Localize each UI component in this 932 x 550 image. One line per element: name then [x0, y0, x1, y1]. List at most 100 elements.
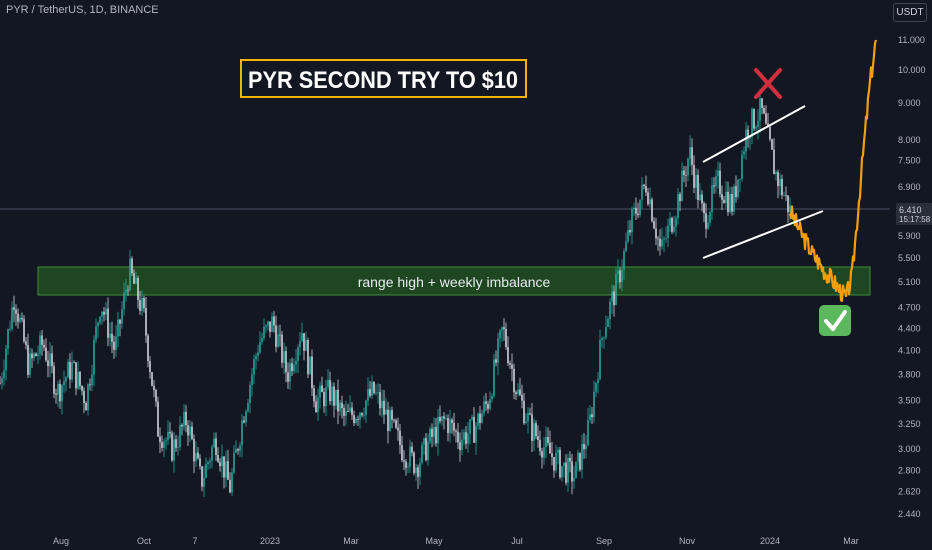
candle-body [739, 179, 741, 180]
candle-body [377, 392, 379, 393]
candle-body [23, 319, 25, 342]
candle-body [309, 356, 311, 375]
candle-body [19, 317, 21, 322]
candle-body [667, 225, 669, 238]
candle-body [331, 386, 333, 402]
x-tick-label: Mar [843, 536, 859, 546]
candle-body [263, 326, 265, 338]
candle-body [787, 195, 789, 213]
candle-body [715, 176, 717, 187]
candle-body [77, 371, 79, 389]
candle-body [391, 410, 393, 420]
candle-body [379, 392, 381, 409]
candle-body [119, 319, 121, 324]
candle-body [47, 360, 49, 367]
candle-body [349, 407, 351, 412]
candle-body [343, 408, 345, 416]
candle-body [719, 170, 721, 195]
candle-body [493, 359, 495, 396]
candle-body [93, 339, 95, 375]
candle-body [295, 360, 297, 365]
candle-body [229, 479, 231, 493]
candle-body [553, 457, 555, 471]
candle-body [215, 438, 217, 456]
candle-body [239, 445, 241, 451]
candle-body [109, 333, 111, 338]
candle-body [413, 452, 415, 474]
candle-body [371, 381, 373, 396]
candle-body [669, 217, 671, 226]
candle-body [405, 461, 407, 468]
candle-body [425, 438, 427, 461]
candle-body [519, 389, 521, 396]
candle-body [557, 449, 559, 453]
candle-body [157, 401, 159, 437]
candle-body [489, 399, 491, 409]
candle-body [359, 412, 361, 420]
candle-body [409, 446, 411, 467]
currency-button[interactable]: USDT [893, 3, 927, 22]
candle-body [171, 433, 173, 461]
candle-body [281, 334, 283, 363]
candle-body [483, 401, 485, 414]
candle-body [11, 307, 13, 329]
candle-body [209, 460, 211, 463]
candle-body [637, 213, 639, 216]
candle-body [395, 420, 397, 428]
candle-body [159, 436, 161, 443]
candle-body [517, 389, 519, 394]
price-axis[interactable]: 11.000 10.000 9.000 8.000 7.500 6.900 5.900 5.5… [898, 35, 926, 519]
candle-body [417, 467, 419, 477]
candle-body [541, 451, 543, 458]
candle-body [341, 402, 343, 409]
candle-body [221, 456, 223, 467]
candle-body [537, 436, 539, 441]
candle-body [367, 388, 369, 401]
zone-label: range high + weekly imbalance [358, 274, 551, 290]
candle-body [777, 172, 779, 187]
candle-body [627, 229, 629, 242]
candle-body [121, 309, 123, 324]
candle-body [745, 129, 747, 152]
candle-body [527, 413, 529, 422]
candle-body [645, 186, 647, 193]
candle-body [411, 446, 413, 453]
candle-body [509, 363, 511, 365]
candle-body [573, 477, 575, 482]
candle-body [91, 374, 93, 386]
candle-body [21, 317, 23, 320]
candle-body [99, 316, 101, 323]
candle-body [271, 316, 273, 332]
candle-body [531, 414, 533, 441]
candle-body [607, 318, 609, 327]
candle-body [227, 461, 229, 480]
time-axis[interactable]: Aug Oct 7 2023 Mar May Jul Sep Nov 2024 Mar [53, 536, 859, 546]
candle-body [457, 431, 459, 443]
candle-body [63, 381, 65, 386]
candle-body [575, 461, 577, 478]
candle-body [363, 415, 365, 416]
candle-body [617, 270, 619, 274]
y-tick-label: 3.500 [898, 395, 921, 405]
candle-body [351, 407, 353, 416]
candle-body [71, 362, 73, 380]
candle-body [315, 401, 317, 413]
candle-body [137, 277, 139, 301]
candle-body [243, 420, 245, 423]
candle-body [789, 205, 791, 213]
candle-body [129, 258, 131, 290]
candle-body [687, 158, 689, 176]
candle-body [515, 392, 517, 394]
candle-body [39, 335, 41, 354]
candle-body [103, 311, 105, 315]
candle-body [133, 273, 135, 284]
candle-body [51, 353, 53, 367]
projection-line [788, 39, 878, 302]
symbol-header[interactable]: PYR / TetherUS, 1D, BINANCE [6, 4, 159, 16]
candle-body [435, 427, 437, 444]
candle-body [605, 326, 607, 338]
candle-body [213, 438, 215, 448]
candle-body [415, 467, 417, 474]
candle-body [735, 186, 737, 198]
